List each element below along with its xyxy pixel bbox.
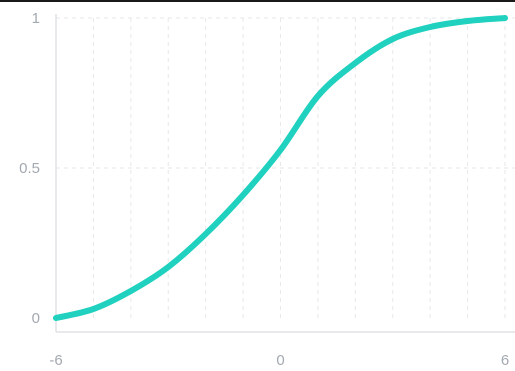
- x-tick-label: 0: [276, 352, 284, 369]
- y-tick-label: 0.5: [19, 160, 40, 177]
- tick-labels: 0 0.5 1 -6 0 6: [19, 10, 509, 369]
- axes: [55, 14, 515, 333]
- grid: [56, 17, 515, 318]
- y-tick-label: 1: [32, 10, 40, 27]
- y-tick-label: 0: [32, 310, 40, 327]
- series-line: [53, 15, 508, 321]
- x-tick-label: 6: [501, 352, 509, 369]
- series: [53, 15, 508, 321]
- x-tick-label: -6: [49, 352, 62, 369]
